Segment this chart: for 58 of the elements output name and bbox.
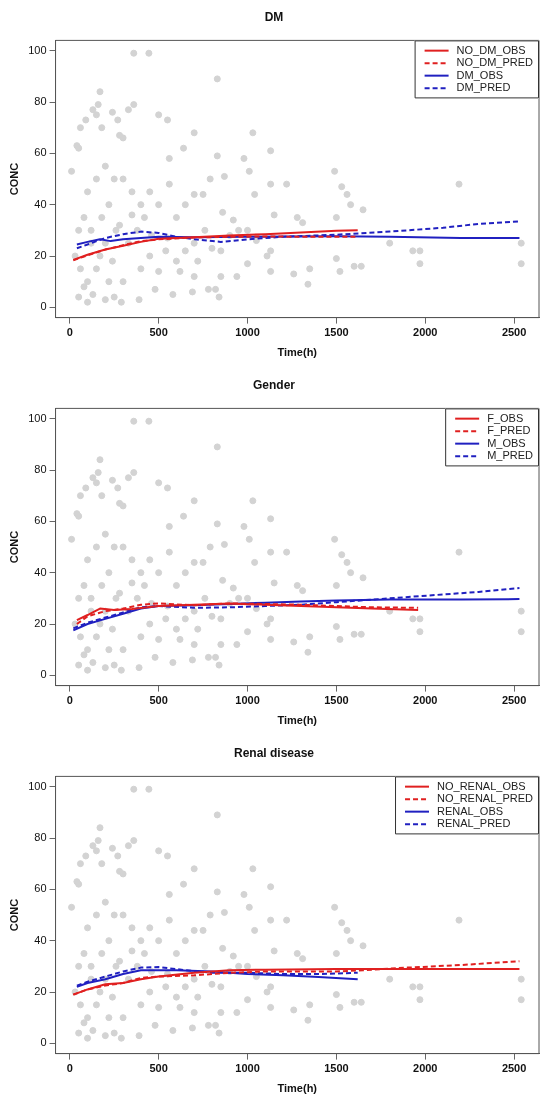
y-tick-label: 0 xyxy=(40,668,47,681)
y-tick-label: 20 xyxy=(34,985,47,998)
legend-label: F_OBS xyxy=(487,411,524,424)
y-tick-label: 80 xyxy=(34,463,47,476)
y-tick-label: 80 xyxy=(34,95,47,108)
x-tick-label: 0 xyxy=(66,1062,73,1075)
y-tick-label: 100 xyxy=(28,411,47,424)
x-tick-label: 1500 xyxy=(324,694,349,707)
y-tick-label: 60 xyxy=(34,882,47,895)
y-tick-label: 20 xyxy=(34,617,47,630)
x-tick-label: 2000 xyxy=(413,1062,438,1075)
x-tick-label: 1500 xyxy=(324,326,349,339)
y-tick-label: 40 xyxy=(34,933,47,946)
y-tick-label: 60 xyxy=(34,514,47,527)
y-tick-label: 80 xyxy=(34,831,47,844)
x-tick-label: 2000 xyxy=(413,694,438,707)
x-tick-label: 500 xyxy=(149,326,168,339)
x-tick-label: 2500 xyxy=(501,326,527,339)
line-series xyxy=(75,220,521,250)
legend-label: M_PRED xyxy=(487,449,534,462)
legend-label: RENAL_OBS xyxy=(437,804,504,817)
y-axis-title: CONC xyxy=(7,162,20,196)
legend-label: F_PRED xyxy=(487,424,531,437)
x-axis-title: Time(h) xyxy=(277,1082,318,1095)
y-tick-label: 40 xyxy=(34,565,47,578)
x-axis-title: Time(h) xyxy=(277,714,318,727)
x-tick-label: 2500 xyxy=(501,694,527,707)
y-tick-label: 0 xyxy=(40,300,47,313)
y-tick-label: 20 xyxy=(34,249,47,262)
y-tick-label: 60 xyxy=(34,146,47,159)
legend-label: NO_RENAL_OBS xyxy=(437,779,526,792)
chart-title: DM xyxy=(264,9,284,24)
x-tick-label: 1000 xyxy=(235,326,260,339)
legend-label: DM_OBS xyxy=(456,68,504,81)
legend-label: DM_PRED xyxy=(456,81,511,94)
legend-label: M_OBS xyxy=(487,436,526,449)
y-axis-title: CONC xyxy=(7,530,20,564)
x-tick-label: 500 xyxy=(149,1062,168,1075)
x-tick-label: 1000 xyxy=(235,694,260,707)
y-tick-label: 40 xyxy=(34,197,47,210)
legend-label: NO_DM_PRED xyxy=(456,56,534,69)
chart-title: Gender xyxy=(252,377,296,392)
x-tick-label: 2000 xyxy=(413,326,438,339)
x-tick-label: 0 xyxy=(66,694,73,707)
x-tick-label: 500 xyxy=(149,694,168,707)
y-tick-label: 100 xyxy=(28,43,47,56)
y-axis-title: CONC xyxy=(7,898,20,932)
chart-title: Renal disease xyxy=(233,745,315,760)
x-tick-label: 2500 xyxy=(501,1062,527,1075)
x-tick-label: 1000 xyxy=(235,1062,260,1075)
x-tick-label: 0 xyxy=(66,326,73,339)
x-tick-label: 1500 xyxy=(324,1062,349,1075)
legend-label: NO_DM_OBS xyxy=(456,43,526,56)
y-tick-label: 100 xyxy=(28,779,47,792)
x-axis-title: Time(h) xyxy=(277,346,318,359)
y-tick-label: 0 xyxy=(40,1036,47,1049)
legend-label: NO_RENAL_PRED xyxy=(437,792,534,805)
legend-label: RENAL_PRED xyxy=(437,817,511,830)
